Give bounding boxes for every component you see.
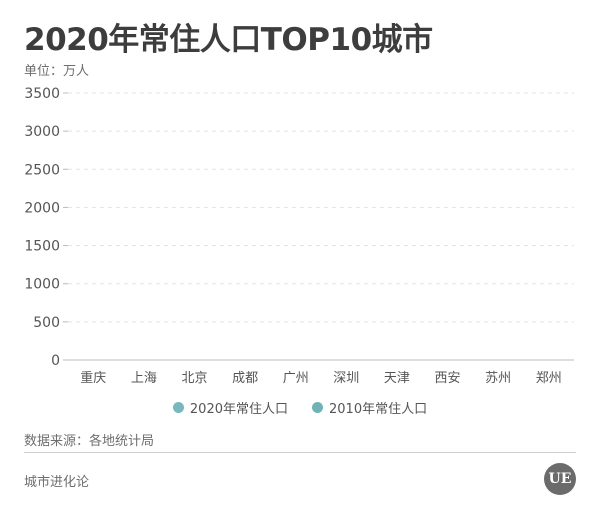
y-tick-label: 3000 (24, 124, 60, 140)
legend-marker-2010 (312, 402, 323, 413)
unit-label: 单位：万人 (24, 64, 90, 79)
y-tick-label: 3500 (24, 86, 60, 102)
x-tick-label: 广州 (283, 371, 309, 386)
x-tick-label: 北京 (181, 371, 207, 386)
y-tick-label: 1500 (24, 239, 60, 255)
bar-chart: 0 500 1000 1500 2000 2500 3000 3500 重庆 上海 北京 成都 广州 深… (24, 86, 574, 386)
legend-label-2010: 2010年常住人口 (329, 402, 428, 417)
x-tick-label: 上海 (131, 371, 157, 386)
x-tick-label: 苏州 (485, 370, 511, 386)
x-tick-label: 天津 (384, 371, 410, 386)
x-tick-label: 深圳 (333, 371, 359, 386)
y-tick-label: 0 (51, 353, 60, 369)
x-tick-label: 成都 (232, 371, 258, 386)
brand-name: 城市进化论 (24, 475, 90, 490)
y-tick-label: 2500 (24, 162, 60, 178)
x-tick-label: 重庆 (80, 370, 106, 386)
legend: 2020年常住人口 2010年常住人口 (0, 398, 600, 417)
x-tick-label: 西安 (434, 371, 460, 386)
legend-label-2020: 2020年常住人口 (189, 402, 288, 417)
brand-logo: UE (544, 463, 576, 495)
legend-item-2010[interactable]: 2010年常住人口 (312, 398, 427, 417)
legend-marker-2020 (172, 402, 184, 413)
chart-title: 2020年常住人口TOP10城市 (24, 22, 433, 58)
logo-text: UE (548, 471, 572, 487)
y-tick-label: 2000 (24, 200, 60, 216)
x-tick-label: 郑州 (536, 371, 562, 386)
divider (24, 452, 576, 453)
y-tick-label: 500 (33, 315, 60, 331)
y-tick-label: 1000 (24, 277, 60, 293)
data-source: 数据来源：各地统计局 (24, 434, 155, 449)
legend-item-2020[interactable]: 2020年常住人口 (172, 398, 288, 417)
